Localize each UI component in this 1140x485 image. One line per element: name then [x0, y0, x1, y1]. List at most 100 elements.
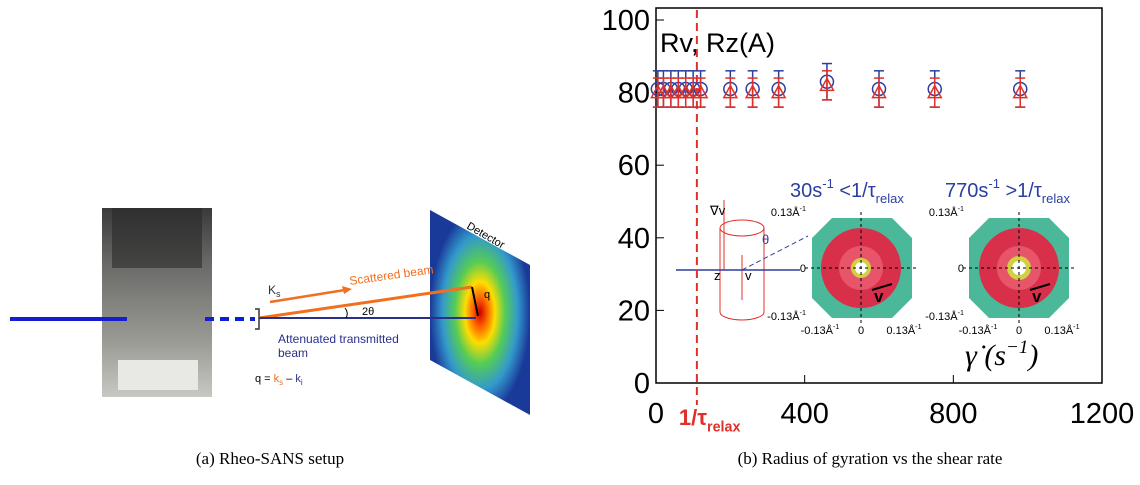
x-label-text: γ̇ (s	[965, 339, 1006, 372]
x-label-sup: −1	[1006, 337, 1028, 358]
error-bar	[874, 77, 884, 108]
ks-label: Ks	[268, 283, 281, 299]
y-tick-label: 80	[618, 78, 650, 110]
cylinder	[719, 219, 765, 237]
inset-tick-label: 0	[1016, 325, 1022, 337]
inset-tick-label-part: 0	[858, 325, 864, 337]
flow-label: v	[745, 268, 752, 283]
flow-label: θ	[762, 232, 769, 247]
inset-tick-label-part: -0.13Å	[767, 310, 800, 323]
inset-tick-label: 0.13Å-1	[1044, 322, 1079, 337]
transmitted-label: Attenuated transmitted	[278, 332, 399, 346]
inset-tick-label: -0.13Å-1	[767, 308, 806, 323]
y-tick-label: 0	[634, 368, 650, 400]
x-axis-label: γ̇ (s−1)	[965, 337, 1038, 372]
marker	[670, 84, 687, 99]
error-bar	[929, 77, 940, 108]
x-tick-label: 0	[648, 398, 664, 430]
marker	[871, 84, 887, 99]
vector-arrow	[871, 283, 893, 291]
inset-tick-label-part: -1	[958, 308, 964, 317]
error-bar	[821, 70, 832, 101]
inset-title: 770s-1 >1/τrelax	[945, 176, 1070, 206]
transmitted-label: beam	[278, 346, 308, 360]
y-tick-label: 40	[618, 223, 650, 255]
inset-tick-label-part: 0.13Å	[1044, 324, 1073, 337]
vector-label: v	[1032, 287, 1042, 306]
inset-tick-label-part: 0.13Å	[929, 206, 958, 219]
eq-part: k	[274, 373, 280, 385]
equation: q = ks – ki	[255, 373, 303, 387]
relax-label-part: 1/τ	[679, 405, 707, 430]
inset-tick-label-part: 0	[1016, 325, 1022, 337]
marker	[770, 84, 787, 99]
inset-tick-label-part: 0	[800, 263, 806, 275]
ks-sub: s	[276, 289, 281, 299]
x-tick-label: 400	[780, 398, 828, 430]
angle-arc	[344, 307, 348, 319]
inset-tick-label-part: 0.13Å	[886, 324, 915, 337]
ks: K	[268, 283, 276, 297]
q-label: q	[484, 289, 490, 301]
flow-label: z	[714, 268, 721, 283]
inset-tick-label: 0.13Å-1	[929, 204, 964, 219]
eq-part: k	[295, 373, 301, 385]
beam	[741, 235, 809, 271]
scattered-label: Scattered beam	[348, 262, 434, 288]
y-tick-label: 60	[618, 150, 650, 182]
relax-label: 1/τrelax	[679, 405, 741, 436]
marker	[692, 84, 709, 99]
marker	[744, 84, 761, 99]
x-tick-label: 800	[929, 398, 977, 430]
inset-title-part: -1	[988, 176, 1000, 191]
marker	[685, 84, 701, 99]
q-vector	[471, 286, 479, 317]
x-tick-label: 1200	[1070, 398, 1135, 430]
bracket	[255, 308, 260, 330]
inset-tick-label-part: 0.13Å	[771, 206, 800, 219]
inset-title-part: <1/τ	[834, 180, 876, 202]
x-label-close: )	[1026, 339, 1038, 372]
marker	[722, 84, 739, 99]
inset-tick-label: 0	[800, 263, 806, 275]
y-tick-label: 20	[618, 295, 650, 327]
arrow-head	[342, 286, 352, 294]
caption: (b) Radius of gyration vs the shear rate	[738, 449, 1003, 468]
inset-tick-label: -0.13Å-1	[959, 322, 998, 337]
inset-tick-label-part: -1	[958, 204, 964, 213]
marker	[655, 84, 672, 99]
eq-part: s	[279, 378, 283, 387]
inset-tick-label-part: -0.13Å	[959, 324, 992, 337]
detector	[430, 210, 530, 415]
inset-title-part: >1/τ	[1000, 180, 1042, 202]
marker	[1012, 84, 1028, 99]
inset-tick-label-part: -1	[915, 322, 921, 331]
eq-part: i	[301, 378, 303, 387]
inset-title-part: relax	[876, 191, 905, 206]
photo-part	[118, 360, 198, 390]
inset-tick-label-part: -1	[833, 322, 839, 331]
inset-tick-label: 0.13Å-1	[886, 322, 921, 337]
error-bar	[747, 77, 758, 108]
inset-tick-label-part: 0	[958, 263, 964, 275]
vector-arrow	[1029, 283, 1051, 291]
vector-label: v	[874, 287, 884, 306]
error-bar	[725, 77, 736, 108]
marker	[663, 84, 679, 99]
marker	[677, 84, 694, 99]
inset-title-part: relax	[1042, 191, 1071, 206]
flow-label: ∇v	[709, 203, 726, 218]
caption: (a) Rheo-SANS setup	[196, 449, 344, 468]
inset-tick-label: 0	[858, 325, 864, 337]
inset-title-part: 770s	[945, 180, 988, 202]
inset-tick-label: 0	[958, 263, 964, 275]
marker	[926, 84, 943, 99]
inset-tick-label-part: -1	[800, 204, 806, 213]
error-bar	[695, 77, 706, 108]
inset-tick-label: 0.13Å-1	[771, 204, 806, 219]
marker	[819, 76, 835, 92]
inset-title-part: -1	[822, 176, 834, 191]
angle-label: 2θ	[362, 306, 374, 318]
cylinder	[719, 311, 765, 321]
